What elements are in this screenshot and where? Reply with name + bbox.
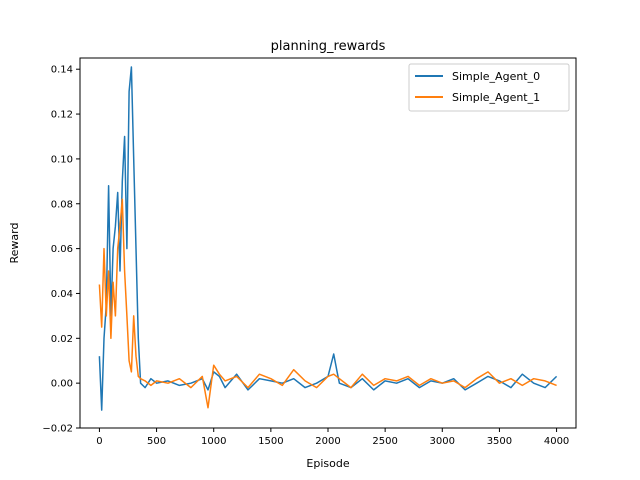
series-line-1 <box>98 198 557 409</box>
x-tick-label-3: 1500 <box>258 436 283 447</box>
y-tick-label-6: 0.10 <box>51 154 73 165</box>
x-tick-label-4: 2000 <box>315 436 340 447</box>
legend-box <box>408 63 570 112</box>
y-tick-label-0: −0.02 <box>42 424 73 435</box>
x-tick-label-2: 1000 <box>201 436 226 447</box>
x-axis: 0 500 1000 1500 2000 2500 3000 3500 4000 <box>96 428 569 447</box>
x-axis-label: Episode <box>306 457 349 470</box>
x-tick-label-1: 500 <box>147 436 166 447</box>
y-tick-label-2: 0.02 <box>51 334 73 345</box>
legend: Simple_Agent_0 Simple_Agent_1 <box>408 63 570 112</box>
chart-title: planning_rewards <box>271 39 386 54</box>
x-tick-label-7: 3500 <box>487 436 512 447</box>
x-tick-label-5: 2500 <box>372 436 397 447</box>
plot-background <box>80 58 576 428</box>
legend-label-0: Simple_Agent_0 <box>452 70 540 83</box>
x-tick-label-0: 0 <box>96 436 102 447</box>
x-tick-label-8: 4000 <box>544 436 569 447</box>
y-tick-label-8: 0.14 <box>51 65 73 76</box>
y-tick-label-3: 0.04 <box>51 289 73 300</box>
y-axis-label: Reward <box>8 223 21 264</box>
x-tick-label-6: 3000 <box>430 436 455 447</box>
y-tick-label-5: 0.08 <box>51 199 73 210</box>
y-tick-label-4: 0.06 <box>51 244 73 255</box>
series-layer <box>98 66 558 411</box>
y-axis: −0.02 0.00 0.02 0.04 0.06 0.08 0.10 0.12 0.14 <box>42 65 80 435</box>
legend-label-1: Simple_Agent_1 <box>452 91 540 104</box>
y-tick-label-7: 0.12 <box>51 110 73 121</box>
y-tick-label-1: 0.00 <box>51 379 73 390</box>
